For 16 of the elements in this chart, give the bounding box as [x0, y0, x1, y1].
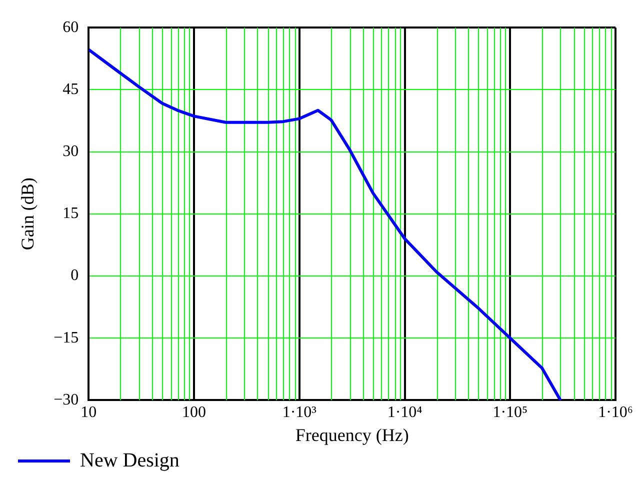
x-tick-label: 1·10³: [282, 404, 317, 422]
x-axis-title: Frequency (Hz): [295, 424, 409, 445]
legend-label: New Design: [80, 449, 180, 472]
x-tick-label: 1·10⁵: [492, 404, 528, 422]
x-tick-label: 1·10⁴: [387, 404, 423, 422]
y-tick-label: 45: [62, 80, 79, 98]
y-tick-label: 15: [62, 205, 79, 222]
y-axis-title: Gain (dB): [18, 178, 38, 250]
x-tick-label: 10: [80, 404, 97, 422]
x-tick-label: 100: [182, 404, 206, 422]
y-tick-label: 30: [62, 143, 79, 160]
y-tick-label: 0: [70, 267, 79, 284]
y-tick-label: −15: [54, 329, 79, 346]
y-tick-label: 60: [62, 18, 79, 36]
y-tick-label: −30: [54, 391, 79, 408]
x-tick-label: 1·10⁶: [598, 404, 633, 422]
